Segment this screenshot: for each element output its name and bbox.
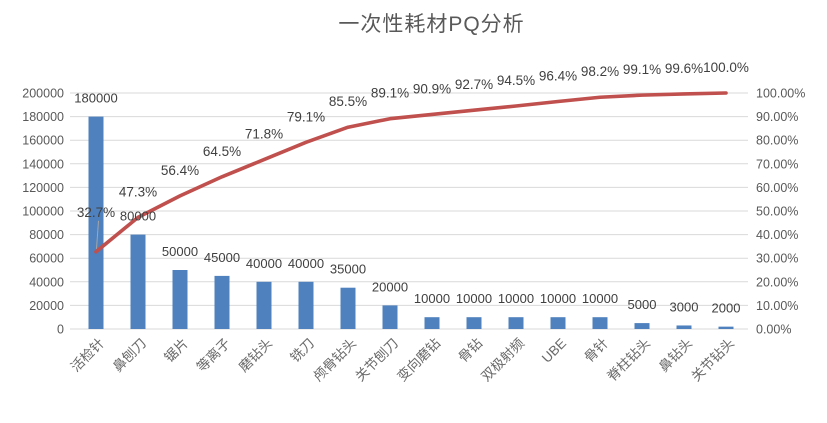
cumulative-percent-label: 79.1% <box>287 109 325 124</box>
cumulative-percent-label: 47.3% <box>119 184 157 199</box>
right-axis-tick-label: 60.00% <box>756 181 798 195</box>
bar-value-labels: 180000 80000 50000 45000 40000 40000 35000 2000… <box>74 91 740 316</box>
bar <box>130 234 146 329</box>
gridlines <box>70 92 748 330</box>
bar <box>508 317 524 329</box>
left-axis-tick-label: 60000 <box>29 252 64 266</box>
category-label: 磨钻头 <box>236 336 275 375</box>
cumulative-percent-label: 90.9% <box>413 81 451 96</box>
bar <box>340 287 356 329</box>
bar-value-label: 180000 <box>74 91 117 106</box>
bar <box>256 281 272 329</box>
right-axis-tick-label: 50.00% <box>756 205 798 219</box>
left-axis-tick-label: 100000 <box>22 205 64 219</box>
category-label: 活检针 <box>68 336 107 375</box>
category-label: 脊柱钻头 <box>604 336 653 385</box>
category-label: UBE <box>539 336 569 366</box>
category-label: 颅骨钻头 <box>310 336 359 385</box>
category-label: 锯片 <box>161 336 191 366</box>
left-axis-tick-label: 160000 <box>22 134 64 148</box>
left-axis-tick-label: 200000 <box>22 87 64 101</box>
cumulative-percent-label: 99.1% <box>623 62 661 77</box>
cumulative-line <box>94 91 728 254</box>
cumulative-percent-label: 64.5% <box>203 144 241 159</box>
right-axis-tick-label: 10.00% <box>756 299 798 313</box>
bar-value-label: 80000 <box>120 209 156 224</box>
bar <box>214 275 230 329</box>
right-axis-tick-label: 100.00% <box>756 87 805 101</box>
left-axis-tick-label: 120000 <box>22 181 64 195</box>
bar-value-label: 20000 <box>372 279 408 294</box>
right-axis-tick-label: 20.00% <box>756 275 798 289</box>
cumulative-percent-label: 32.7% <box>77 205 115 220</box>
bar <box>298 281 314 329</box>
left-axis-tick-label: 40000 <box>29 275 64 289</box>
bar-value-label: 40000 <box>288 256 324 271</box>
bar-value-label: 10000 <box>582 291 618 306</box>
cumulative-percent-labels: 32.7% 47.3% 56.4% 64.5% 71.8% 79.1% 85.5% 89.1%… <box>77 60 749 249</box>
bar-value-label: 5000 <box>628 297 657 312</box>
bar <box>550 317 566 329</box>
label-leader-line <box>96 220 99 249</box>
category-label: 鼻钻头 <box>655 335 695 375</box>
bar-value-label: 10000 <box>414 291 450 306</box>
bars <box>88 116 734 329</box>
cumulative-percent-line <box>94 91 728 254</box>
category-label: 骨钻 <box>455 336 485 366</box>
left-axis-tick-label: 20000 <box>29 299 64 313</box>
left-axis-tick-label: 0 <box>57 323 64 337</box>
right-axis-tick-label: 0.00% <box>756 323 791 337</box>
cumulative-percent-label: 71.8% <box>245 127 283 142</box>
bar-value-label: 10000 <box>498 291 534 306</box>
bar <box>634 323 650 329</box>
cumulative-percent-label: 56.4% <box>161 163 199 178</box>
cumulative-percent-label: 89.1% <box>371 86 409 101</box>
left-axis-labels: 0 20000 40000 60000 80000 100000 120000 140000 1… <box>22 87 64 337</box>
cumulative-percent-label: 94.5% <box>497 73 535 88</box>
cumulative-percent-label: 99.6% <box>665 61 703 76</box>
right-axis-tick-label: 30.00% <box>756 252 798 266</box>
cumulative-percent-label: 92.7% <box>455 77 493 92</box>
bar <box>676 325 692 329</box>
category-label: 关节刨刀 <box>352 336 401 385</box>
cumulative-percent-label: 85.5% <box>329 94 367 109</box>
left-axis-tick-label: 140000 <box>22 157 64 171</box>
bar <box>718 326 734 329</box>
category-label: 变向磨钻 <box>394 336 443 385</box>
bar <box>382 305 398 329</box>
bar-value-label: 2000 <box>712 301 741 316</box>
category-label: 铣刀 <box>287 336 317 366</box>
category-label: 双极射频 <box>478 335 527 384</box>
bar-value-label: 45000 <box>204 250 240 265</box>
right-axis-labels: 0.00% 10.00% 20.00% 30.00% 40.00% 50.00% 60.00… <box>756 87 805 337</box>
left-axis-tick-label: 80000 <box>29 228 64 242</box>
category-label: 鼻刨刀 <box>109 335 149 375</box>
bar <box>592 317 608 329</box>
bar <box>466 317 482 329</box>
bar <box>88 116 104 329</box>
bar <box>424 317 440 329</box>
right-axis-tick-label: 80.00% <box>756 134 798 148</box>
cumulative-percent-label: 98.2% <box>581 64 619 79</box>
right-axis-tick-label: 40.00% <box>756 228 798 242</box>
bar-value-label: 40000 <box>246 256 282 271</box>
category-label: 关节钻头 <box>688 336 737 385</box>
bar-value-label: 50000 <box>162 244 198 259</box>
bar <box>172 270 188 329</box>
bar-value-label: 3000 <box>670 299 699 314</box>
right-axis-tick-label: 90.00% <box>756 110 798 124</box>
chart-title: 一次性耗材PQ分析 <box>338 13 525 36</box>
right-axis-tick-label: 70.00% <box>756 157 798 171</box>
category-label: 等离子 <box>193 335 233 375</box>
bar-value-label: 10000 <box>540 291 576 306</box>
cumulative-percent-label: 96.4% <box>539 68 577 83</box>
category-label: 骨针 <box>581 336 611 366</box>
cumulative-percent-label: 100.0% <box>703 60 749 75</box>
bar-value-label: 10000 <box>456 291 492 306</box>
bar-value-label: 35000 <box>330 262 366 277</box>
left-axis-tick-label: 180000 <box>22 110 64 124</box>
